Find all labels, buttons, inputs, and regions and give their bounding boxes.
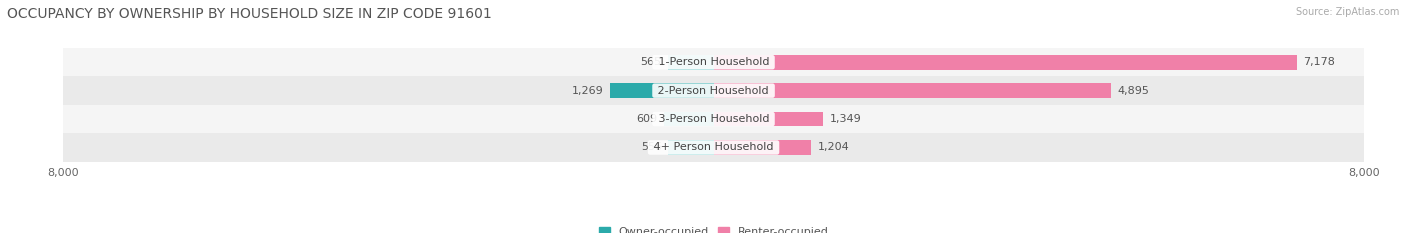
Text: 1,204: 1,204 [818,142,849,152]
Bar [713,140,811,155]
Bar [63,48,1364,76]
Text: 2-Person Household: 2-Person Household [654,86,773,96]
Legend: Owner-occupied, Renter-occupied: Owner-occupied, Renter-occupied [595,222,832,233]
Bar [664,112,713,127]
Bar [668,140,713,155]
Bar [63,105,1364,133]
Text: 4+ Person Household: 4+ Person Household [650,142,778,152]
Text: 609: 609 [637,114,658,124]
Text: Source: ZipAtlas.com: Source: ZipAtlas.com [1295,7,1399,17]
Bar [610,83,713,98]
Bar [713,55,1296,70]
Text: 3-Person Household: 3-Person Household [655,114,772,124]
Bar [713,112,823,127]
Text: 1,269: 1,269 [572,86,605,96]
Text: 4,895: 4,895 [1118,86,1150,96]
Text: OCCUPANCY BY OWNERSHIP BY HOUSEHOLD SIZE IN ZIP CODE 91601: OCCUPANCY BY OWNERSHIP BY HOUSEHOLD SIZE… [7,7,492,21]
Bar [63,133,1364,162]
Text: 565: 565 [640,57,661,67]
Text: 7,178: 7,178 [1303,57,1336,67]
Bar [668,55,713,70]
Text: 556: 556 [641,142,662,152]
Bar [63,76,1364,105]
Text: 1,349: 1,349 [830,114,862,124]
Bar [713,83,1111,98]
Text: 1-Person Household: 1-Person Household [655,57,772,67]
